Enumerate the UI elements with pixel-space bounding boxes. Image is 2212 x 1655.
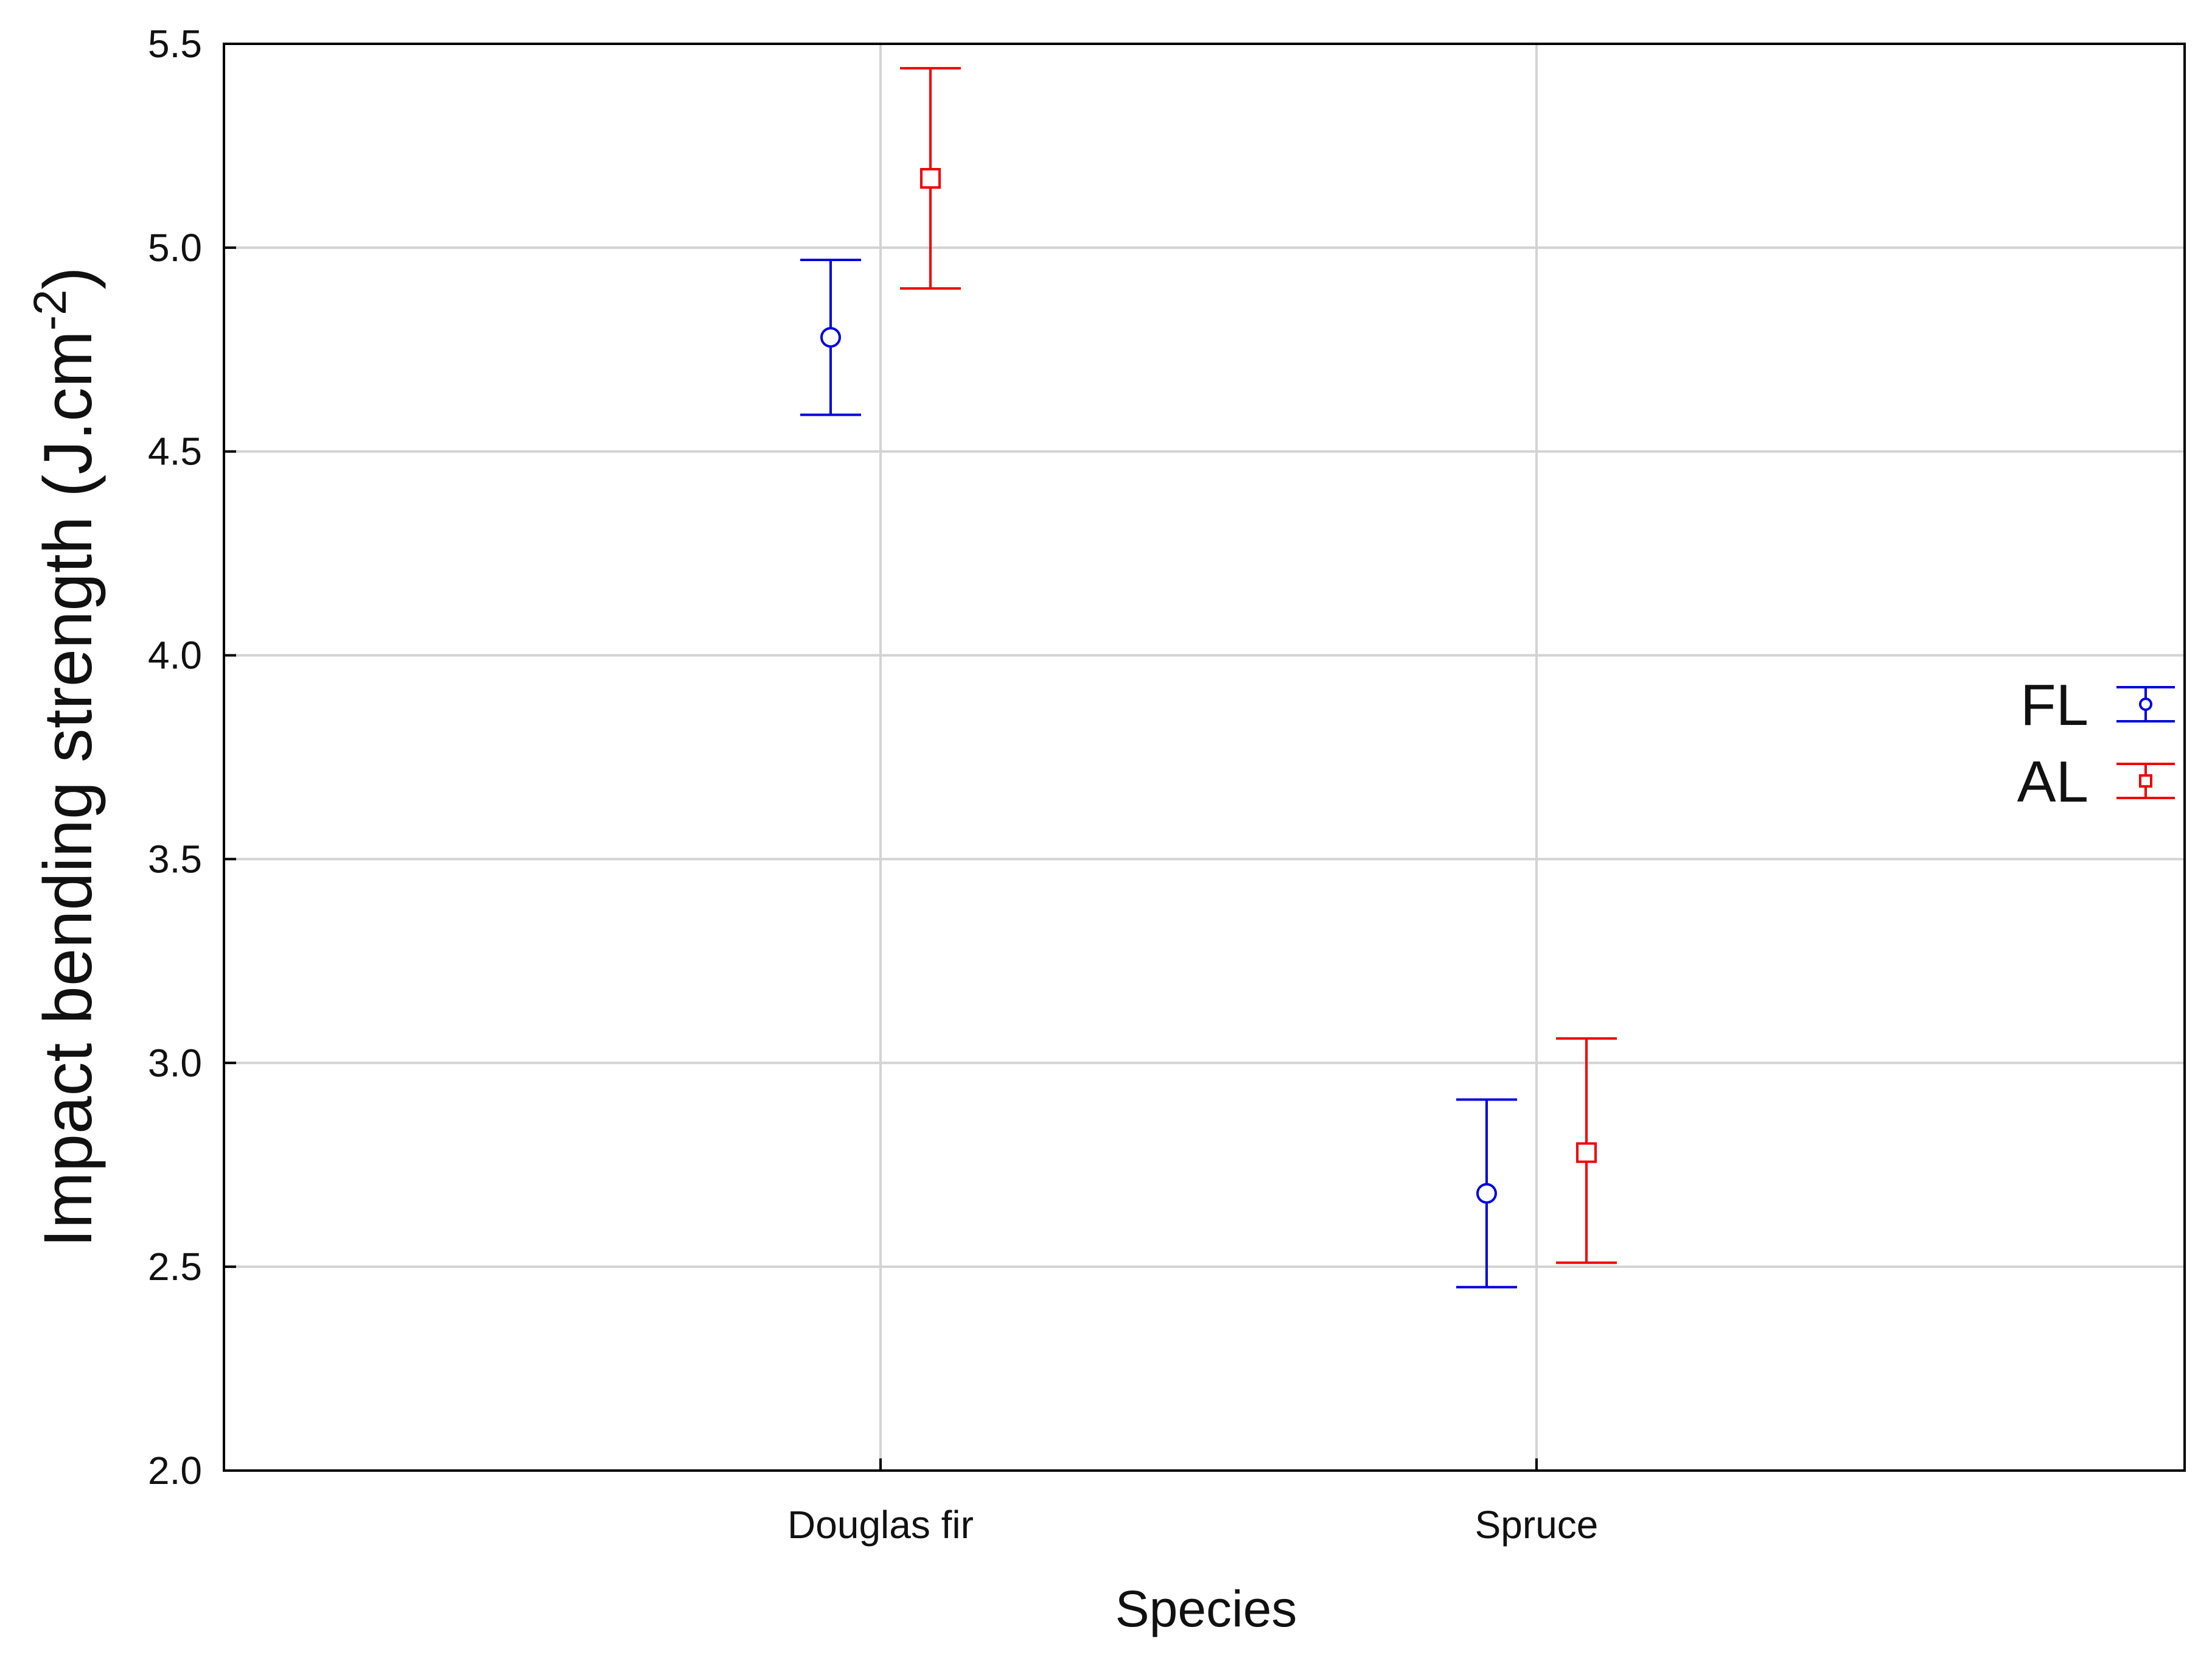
- y-tick-label: 3.0: [148, 1041, 202, 1085]
- legend-marker-FL: [2139, 698, 2152, 711]
- point-FL-1: [1476, 1183, 1497, 1204]
- y-tick-label: 2.0: [148, 1449, 202, 1492]
- y-axis-ticks: 2.0 2.5 3.0 3.5 4.0 4.5 5.0 5.5: [148, 22, 236, 1492]
- y-tick-label: 4.5: [148, 430, 202, 474]
- x-axis-label: Species: [1115, 1580, 1297, 1637]
- legend: FL AL: [2017, 673, 2175, 814]
- x-tick-label: Spruce: [1475, 1503, 1599, 1547]
- legend-label-FL: FL: [2020, 673, 2088, 738]
- point-AL-1: [1576, 1142, 1597, 1163]
- grid-lines: [224, 44, 2185, 1471]
- y-axis-label-main: Impact bending strength (J.cm: [30, 331, 106, 1247]
- legend-label-AL: AL: [2017, 749, 2088, 814]
- point-AL-0: [920, 168, 941, 189]
- y-axis-label-close: ): [30, 267, 106, 289]
- x-axis-ticks: Douglas fir Spruce: [787, 1458, 1598, 1547]
- x-tick-label: Douglas fir: [787, 1503, 974, 1547]
- y-tick-label: 2.5: [148, 1245, 202, 1289]
- y-axis-label: Impact bending strength (J.cm-2): [24, 267, 106, 1247]
- y-tick-label: 5.0: [148, 226, 202, 270]
- y-tick-label: 4.0: [148, 634, 202, 677]
- y-tick-label: 3.5: [148, 837, 202, 881]
- y-tick-label: 5.5: [148, 22, 202, 66]
- data-marks: [800, 67, 1617, 1289]
- y-axis-label-superscript: -2: [24, 290, 76, 331]
- plot-frame: [223, 43, 2186, 1472]
- point-FL-0: [820, 327, 841, 348]
- legend-marker-AL: [2139, 774, 2152, 788]
